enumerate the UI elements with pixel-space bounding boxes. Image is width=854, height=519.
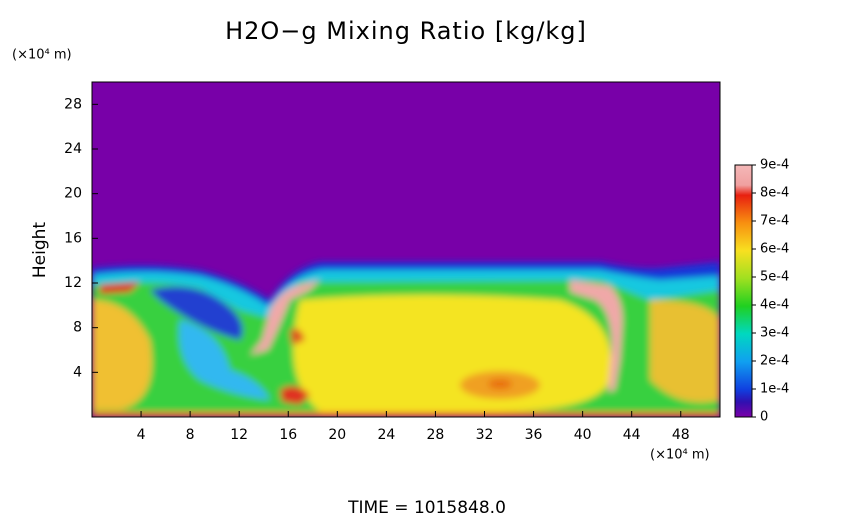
x-tick-label: 24 xyxy=(377,427,395,443)
y-tick-label: 4 xyxy=(73,364,82,380)
x-unit: (×10⁴ m) xyxy=(650,448,710,463)
colorbar-tick-label: 6e-4 xyxy=(760,242,789,257)
colorbar-tick-label: 5e-4 xyxy=(760,270,789,285)
colorbar-tick-label: 3e-4 xyxy=(760,326,789,341)
y-tick-label: 28 xyxy=(64,96,82,112)
heatmap-field xyxy=(92,82,720,417)
colorbar xyxy=(734,164,753,418)
colorbar-tick-label: 2e-4 xyxy=(760,354,789,369)
x-tick-label: 44 xyxy=(623,427,641,443)
x-tick-label: 40 xyxy=(574,427,592,443)
x-tick-label: 20 xyxy=(328,427,346,443)
colorbar-tick-label: 7e-4 xyxy=(760,214,789,229)
colorbar-tick-label: 1e-4 xyxy=(760,382,789,397)
x-tick-label: 28 xyxy=(427,427,445,443)
x-tick-label: 32 xyxy=(476,427,494,443)
x-tick-label: 48 xyxy=(672,427,690,443)
y-tick-label: 20 xyxy=(64,186,82,202)
y-unit: (×10⁴ m) xyxy=(12,48,72,63)
x-tick-label: 36 xyxy=(525,427,543,443)
plot-frame xyxy=(91,81,721,418)
x-tick-label: 16 xyxy=(279,427,297,443)
colorbar-tick-label: 4e-4 xyxy=(760,298,789,313)
x-tick-label: 8 xyxy=(186,427,195,443)
footer-time: TIME = 1015848.0 xyxy=(347,498,506,518)
colorbar-tick-label: 0 xyxy=(760,410,768,425)
x-tick-label: 4 xyxy=(137,427,146,443)
y-tick-label: 8 xyxy=(73,320,82,336)
colorbar-tick-label: 9e-4 xyxy=(760,158,789,173)
y-tick-label: 12 xyxy=(64,275,82,291)
chart-title: H2O−g Mixing Ratio [kg/kg] xyxy=(225,17,587,45)
colorbar-tick-label: 8e-4 xyxy=(760,186,789,201)
x-tick-label: 12 xyxy=(230,427,248,443)
y-tick-label: 16 xyxy=(64,230,82,246)
y-tick-label: 24 xyxy=(64,141,82,157)
y-axis-label: Height xyxy=(30,222,50,279)
